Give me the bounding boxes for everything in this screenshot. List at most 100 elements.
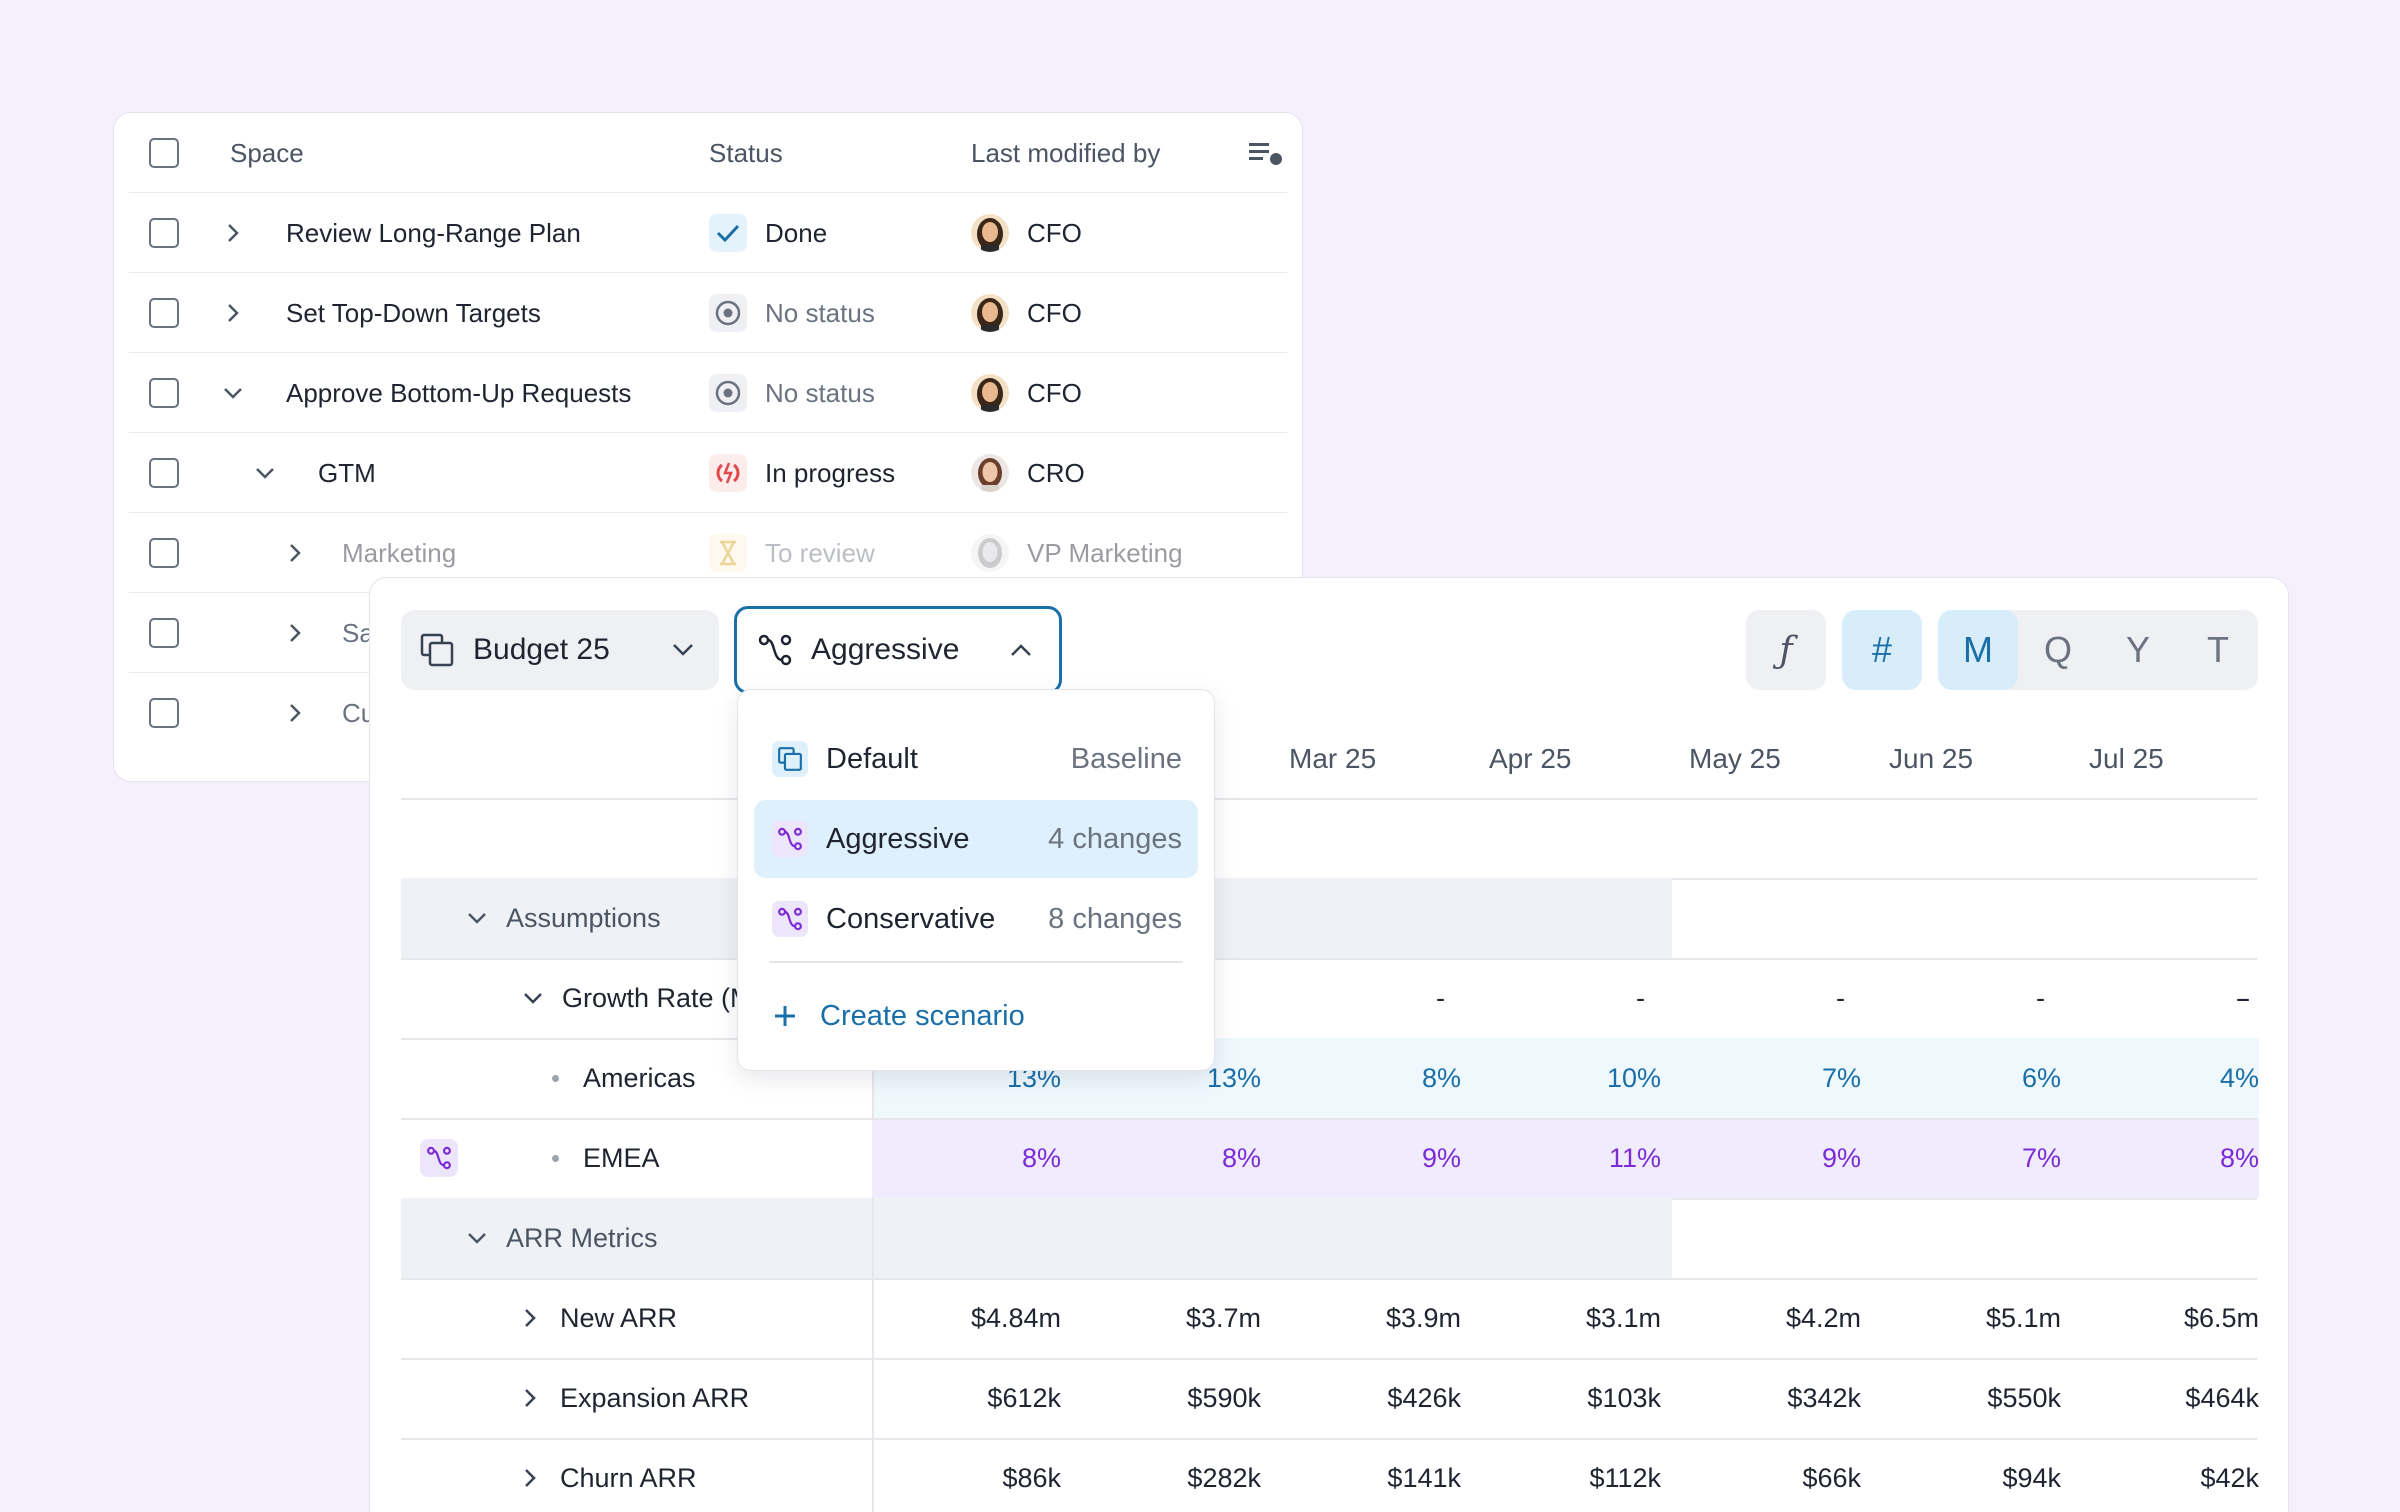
space-name[interactable]: Marketing — [342, 537, 457, 568]
arr-metrics-group-row[interactable]: ARR Metrics — [466, 1198, 658, 1278]
formula-button[interactable]: ƒ — [1746, 610, 1826, 690]
growth-rate-row[interactable]: Growth Rate (M — [522, 958, 753, 1038]
table-row[interactable]: Review Long-Range Plan Done CFO — [129, 193, 1287, 273]
space-column-header[interactable]: Space — [230, 137, 304, 168]
assumptions-group-row[interactable]: Assumptions — [466, 878, 661, 958]
avatar — [971, 294, 1009, 332]
cell-value[interactable]: $6.5m — [2183, 1302, 2259, 1333]
create-scenario-button[interactable]: Create scenario — [754, 977, 1198, 1055]
cell-value[interactable]: $4.2m — [1785, 1302, 1861, 1333]
cell-value[interactable]: - — [1436, 982, 1445, 1013]
cell-value[interactable]: $94k — [2002, 1462, 2061, 1493]
table-row[interactable]: Approve Bottom-Up Requests No status CFO — [129, 353, 1287, 433]
space-name[interactable]: Set Top-Down Targets — [286, 297, 541, 328]
cell-value[interactable]: 7% — [2021, 1142, 2061, 1173]
cell-value[interactable]: $282k — [1187, 1462, 1261, 1493]
column-divider — [872, 1198, 874, 1512]
cell-value[interactable]: 6% — [2021, 1062, 2061, 1093]
cell-value[interactable]: $66k — [1802, 1462, 1861, 1493]
cell-value[interactable]: 4% — [2219, 1062, 2259, 1093]
cell-value[interactable]: 7% — [1821, 1062, 1861, 1093]
cell-value[interactable]: $464k — [2185, 1382, 2259, 1413]
cell-value[interactable]: $3.1m — [1585, 1302, 1661, 1333]
cell-value[interactable]: 11% — [1608, 1142, 1661, 1173]
column-settings-icon[interactable] — [1249, 113, 1283, 193]
hash-icon: # — [1871, 629, 1893, 670]
scenario-selector-button[interactable]: Aggressive — [734, 606, 1062, 694]
cell-value[interactable]: $42k — [2200, 1462, 2259, 1493]
americas-row[interactable]: Americas — [552, 1038, 696, 1118]
cell-value[interactable]: $141k — [1387, 1462, 1461, 1493]
cell-value[interactable]: $103k — [1587, 1382, 1661, 1413]
cell-value[interactable]: $426k — [1387, 1382, 1461, 1413]
status-column-header[interactable]: Status — [709, 137, 783, 168]
cell-value[interactable]: $5.1m — [1985, 1302, 2061, 1333]
scenario-change-icon[interactable] — [420, 1139, 458, 1177]
new-arr-row[interactable]: New ARR — [522, 1278, 677, 1358]
cell-value[interactable]: - — [2036, 982, 2045, 1013]
cell-value[interactable]: 13% — [1206, 1062, 1261, 1093]
number-format-button[interactable]: # — [1842, 610, 1922, 690]
scenario-option-conservative[interactable]: Conservative 8 changes — [754, 880, 1198, 958]
cell-value[interactable]: 9% — [1421, 1142, 1461, 1173]
chevron-down-icon[interactable] — [219, 379, 247, 407]
space-name[interactable]: Review Long-Range Plan — [286, 217, 581, 248]
cell-value[interactable]: 10% — [1606, 1062, 1661, 1093]
user-name: CFO — [1027, 377, 1082, 408]
select-all-checkbox[interactable] — [149, 138, 179, 168]
table-row[interactable]: GTM In progress CRO — [129, 433, 1287, 513]
cell-value[interactable]: 8% — [1021, 1142, 1061, 1173]
chevron-right-icon[interactable] — [281, 619, 309, 647]
emea-row[interactable]: EMEA — [552, 1118, 660, 1198]
cell-value[interactable]: - — [1636, 982, 1645, 1013]
cell-value[interactable]: $4.84m — [970, 1302, 1061, 1333]
cell-value[interactable]: $3.9m — [1385, 1302, 1461, 1333]
cell-value[interactable]: $86k — [1002, 1462, 1061, 1493]
row-checkbox[interactable] — [149, 218, 179, 248]
cell-value[interactable]: - — [1836, 982, 1845, 1013]
space-name[interactable]: GTM — [318, 457, 376, 488]
option-label: Conservative — [826, 902, 996, 935]
expansion-arr-row[interactable]: Expansion ARR — [522, 1358, 749, 1438]
period-quarter-button[interactable]: Q — [2043, 629, 2072, 670]
scenario-option-aggressive[interactable]: Aggressive 4 changes — [754, 800, 1198, 878]
cell-value[interactable]: $612k — [987, 1382, 1061, 1413]
churn-arr-row[interactable]: Churn ARR — [522, 1438, 697, 1512]
scenario-option-default[interactable]: Default Baseline — [754, 720, 1198, 798]
cell-value[interactable]: $590k — [1187, 1382, 1261, 1413]
cell-value[interactable]: 8% — [2219, 1142, 2259, 1173]
cell-value[interactable]: $342k — [1787, 1382, 1861, 1413]
month-header: Apr 25 — [1489, 743, 1572, 774]
divider — [401, 1358, 2257, 1360]
last-modified-column-header[interactable]: Last modified by — [971, 137, 1161, 168]
row-checkbox[interactable] — [149, 618, 179, 648]
cell-value[interactable]: $550k — [1987, 1382, 2061, 1413]
chevron-right-icon[interactable] — [281, 539, 309, 567]
chevron-right-icon[interactable] — [219, 299, 247, 327]
period-total-button[interactable]: T — [2207, 629, 2229, 670]
cell-value[interactable]: $112k — [1589, 1462, 1661, 1493]
row-checkbox[interactable] — [149, 458, 179, 488]
period-year-button[interactable]: Y — [2125, 629, 2150, 670]
chevron-right-icon[interactable] — [219, 219, 247, 247]
cell-value[interactable]: - — [2241, 982, 2250, 1013]
row-checkbox[interactable] — [149, 378, 179, 408]
table-row[interactable]: Marketing To review VP Marketing — [129, 513, 1287, 593]
table-row[interactable]: Set Top-Down Targets No status CFO — [129, 273, 1287, 353]
status-text: To review — [765, 537, 875, 568]
month-header: Jul 25 — [2089, 743, 2164, 774]
row-checkbox[interactable] — [149, 298, 179, 328]
cell-value[interactable]: 8% — [1421, 1062, 1461, 1093]
chevron-down-icon[interactable] — [251, 459, 279, 487]
budget-selector-button[interactable]: Budget 25 — [401, 610, 719, 690]
cell-value[interactable]: $3.7m — [1185, 1302, 1261, 1333]
chevron-right-icon[interactable] — [281, 699, 309, 727]
space-name[interactable]: Approve Bottom-Up Requests — [286, 377, 632, 408]
row-checkbox[interactable] — [149, 698, 179, 728]
row-checkbox[interactable] — [149, 538, 179, 568]
cell-value[interactable]: - — [2236, 982, 2245, 1013]
cell-value[interactable]: 8% — [1221, 1142, 1261, 1173]
period-month-button[interactable]: M — [1938, 610, 2018, 690]
table-row[interactable]: Cus — [129, 673, 1287, 753]
cell-value[interactable]: 9% — [1821, 1142, 1861, 1173]
